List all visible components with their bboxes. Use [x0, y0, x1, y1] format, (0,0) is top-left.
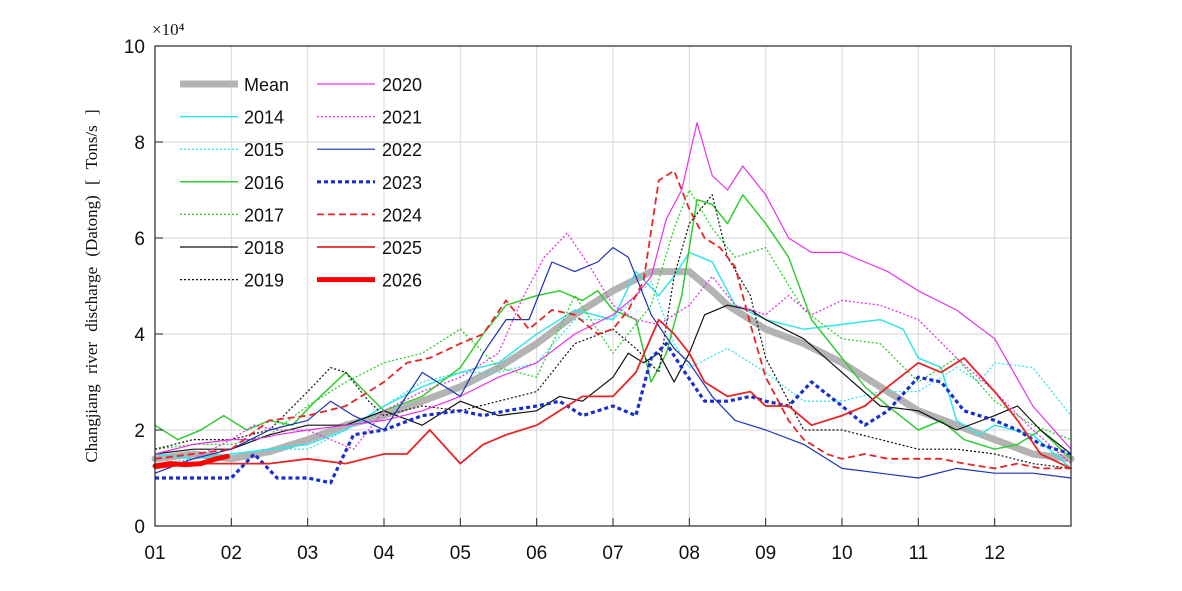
- series-line-2026: [152, 453, 230, 469]
- legend-label-mean: Mean: [244, 75, 289, 95]
- series-line-2017: [154, 189, 1072, 450]
- series-line-2023: [155, 342, 1072, 485]
- series-line-2025: [154, 318, 1072, 470]
- legend-label-2020: 2020: [382, 75, 422, 95]
- x-tick-label: 08: [679, 543, 700, 564]
- x-tick-label: 07: [602, 543, 623, 564]
- y-tick-label: 8: [134, 133, 145, 154]
- x-tick-label: 06: [526, 543, 547, 564]
- legend-label-2014: 2014: [244, 108, 284, 128]
- legend-label-2019: 2019: [244, 271, 284, 291]
- legend-label-2023: 2023: [382, 173, 422, 193]
- series-line-2021: [154, 232, 1072, 470]
- legend-label-2017: 2017: [244, 205, 284, 225]
- series-line-2024: [154, 169, 1071, 470]
- x-tick-label: 02: [221, 543, 242, 564]
- y-multiplier-label: ×10⁴: [152, 20, 185, 39]
- y-tick-label: 4: [134, 325, 145, 346]
- x-tick-label: 01: [144, 543, 165, 564]
- series-line-2015: [154, 280, 1072, 465]
- x-tick-label: 04: [373, 543, 395, 564]
- series-line-2022: [154, 247, 1072, 479]
- x-tick-label: 03: [297, 543, 318, 564]
- legend-label-2024: 2024: [382, 205, 422, 225]
- legend-label-2026: 2026: [382, 271, 422, 291]
- x-tick-label: 09: [755, 543, 776, 564]
- y-tick-label: 6: [134, 229, 145, 250]
- series-lines: [151, 122, 1075, 485]
- legend-label-2021: 2021: [382, 108, 422, 128]
- legend-label-2022: 2022: [382, 140, 422, 160]
- legend-label-2015: 2015: [244, 140, 284, 160]
- series-line-2016: [154, 194, 1072, 460]
- x-tick-label: 10: [831, 543, 852, 564]
- legend-label-2025: 2025: [382, 238, 422, 258]
- x-tick-label: 05: [450, 543, 471, 564]
- legend-label-2016: 2016: [244, 173, 284, 193]
- y-axis-label: Changjiang river discharge (Datong) [ To…: [82, 109, 101, 462]
- y-tick-label: 0: [134, 517, 145, 538]
- x-tick-label: 11: [908, 543, 928, 564]
- y-tick-label: 10: [124, 37, 145, 58]
- series-line-2019: [154, 194, 1072, 469]
- series-line-2020: [154, 122, 1072, 455]
- grid-lines: [155, 46, 1071, 526]
- legend-label-2018: 2018: [244, 238, 284, 258]
- y-tick-label: 2: [134, 421, 145, 442]
- legend: Mean 2014 2015 2016 2017 2018 2019 2020 2021 2022…: [180, 75, 422, 291]
- x-tick-label: 12: [984, 543, 1005, 564]
